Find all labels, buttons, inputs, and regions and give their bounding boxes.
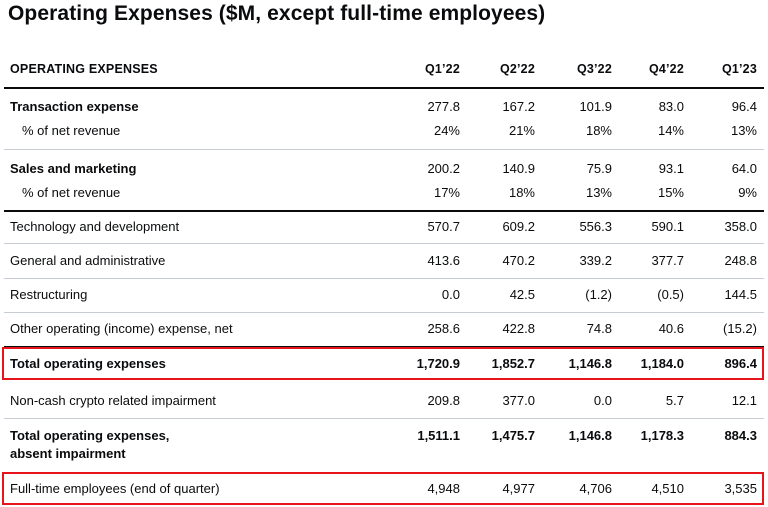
- cell-value: 12.1: [731, 393, 757, 408]
- cell-value: 1,475.7: [491, 428, 535, 443]
- row-label: Transaction expense: [10, 99, 139, 114]
- row-label: Non-cash crypto related impairment: [10, 393, 216, 408]
- cell-value: 96.4: [731, 99, 757, 114]
- cell-value: 4,510: [651, 481, 684, 496]
- row-divider: [4, 149, 764, 150]
- cell-value: 590.1: [651, 219, 684, 234]
- cell-value: 167.2: [502, 99, 535, 114]
- cell-value: 200.2: [427, 161, 460, 176]
- row-label: Full-time employees (end of quarter): [10, 481, 220, 496]
- cell-value: 5.7: [665, 393, 684, 408]
- row-label: % of net revenue: [22, 185, 121, 200]
- header-q1-23: Q1’23: [721, 62, 757, 76]
- cell-value: 339.2: [579, 253, 612, 268]
- cell-value: 18%: [508, 185, 535, 200]
- row-label: Total operating expenses: [10, 356, 166, 371]
- cell-value: 1,146.8: [568, 428, 612, 443]
- cell-value: 1,146.8: [568, 356, 612, 371]
- cell-value: 9%: [738, 185, 757, 200]
- cell-value: 470.2: [502, 253, 535, 268]
- row-divider: [4, 312, 764, 313]
- cell-value: 209.8: [427, 393, 460, 408]
- row-divider: [4, 278, 764, 279]
- cell-value: 570.7: [427, 219, 460, 234]
- row-divider: [4, 243, 764, 244]
- cell-value: 0.0: [593, 393, 612, 408]
- cell-value: 18%: [585, 123, 612, 138]
- cell-value: (15.2): [723, 321, 757, 336]
- cell-value: 93.1: [658, 161, 684, 176]
- cell-value: 1,178.3: [640, 428, 684, 443]
- cell-value: 896.4: [724, 356, 757, 371]
- header-q3-22: Q3’22: [576, 62, 612, 76]
- cell-value: 40.6: [658, 321, 684, 336]
- row-label-line1: Total operating expenses,: [10, 428, 170, 443]
- row-label: Other operating (income) expense, net: [10, 321, 233, 336]
- cell-value: 884.3: [724, 428, 757, 443]
- cell-value: 64.0: [731, 161, 757, 176]
- section-divider: [4, 346, 764, 348]
- cell-value: 1,511.1: [417, 428, 460, 443]
- cell-value: 75.9: [586, 161, 612, 176]
- cell-value: 413.6: [427, 253, 460, 268]
- cell-value: 144.5: [724, 287, 757, 302]
- page-title: Operating Expenses ($M, except full-time…: [8, 2, 546, 25]
- cell-value: 4,706: [579, 481, 612, 496]
- highlight-box-total: [2, 347, 764, 380]
- cell-value: 14%: [657, 123, 684, 138]
- row-label: % of net revenue: [22, 123, 121, 138]
- row-label: Restructuring: [10, 287, 88, 302]
- cell-value: 42.5: [509, 287, 535, 302]
- section-divider: [4, 210, 764, 212]
- cell-value: 3,535: [724, 481, 757, 496]
- cell-value: (1.2): [585, 287, 612, 302]
- cell-value: 248.8: [724, 253, 757, 268]
- row-label: Sales and marketing: [10, 161, 137, 176]
- highlight-box-employees: [2, 472, 764, 505]
- cell-value: 1,184.0: [640, 356, 684, 371]
- cell-value: 377.7: [651, 253, 684, 268]
- cell-value: 101.9: [579, 99, 612, 114]
- cell-value: 74.8: [586, 321, 612, 336]
- row-divider: [4, 418, 764, 419]
- cell-value: 609.2: [502, 219, 535, 234]
- row-label: General and administrative: [10, 253, 166, 268]
- cell-value: 1,720.9: [416, 356, 460, 371]
- cell-value: 83.0: [658, 99, 684, 114]
- cell-value: 556.3: [579, 219, 612, 234]
- cell-value: 140.9: [502, 161, 535, 176]
- row-label-line2: absent impairment: [10, 446, 126, 461]
- cell-value: 4,977: [502, 481, 535, 496]
- cell-value: 21%: [508, 123, 535, 138]
- cell-value: (0.5): [657, 287, 684, 302]
- row-label: Technology and development: [10, 219, 180, 234]
- header-label: OPERATING EXPENSES: [10, 62, 158, 76]
- cell-value: 277.8: [427, 99, 460, 114]
- cell-value: 0.0: [441, 287, 460, 302]
- cell-value: 13%: [730, 123, 757, 138]
- cell-value: 258.6: [427, 321, 460, 336]
- cell-value: 13%: [585, 185, 612, 200]
- cell-value: 377.0: [502, 393, 535, 408]
- cell-value: 1,852.7: [491, 356, 535, 371]
- header-divider: [4, 87, 764, 89]
- cell-value: 17%: [433, 185, 460, 200]
- cell-value: 358.0: [724, 219, 757, 234]
- header-q1-22: Q1’22: [424, 62, 460, 76]
- header-q4-22: Q4’22: [648, 62, 684, 76]
- cell-value: 15%: [657, 185, 684, 200]
- cell-value: 24%: [433, 123, 460, 138]
- cell-value: 4,948: [427, 481, 460, 496]
- cell-value: 422.8: [502, 321, 535, 336]
- header-q2-22: Q2’22: [499, 62, 535, 76]
